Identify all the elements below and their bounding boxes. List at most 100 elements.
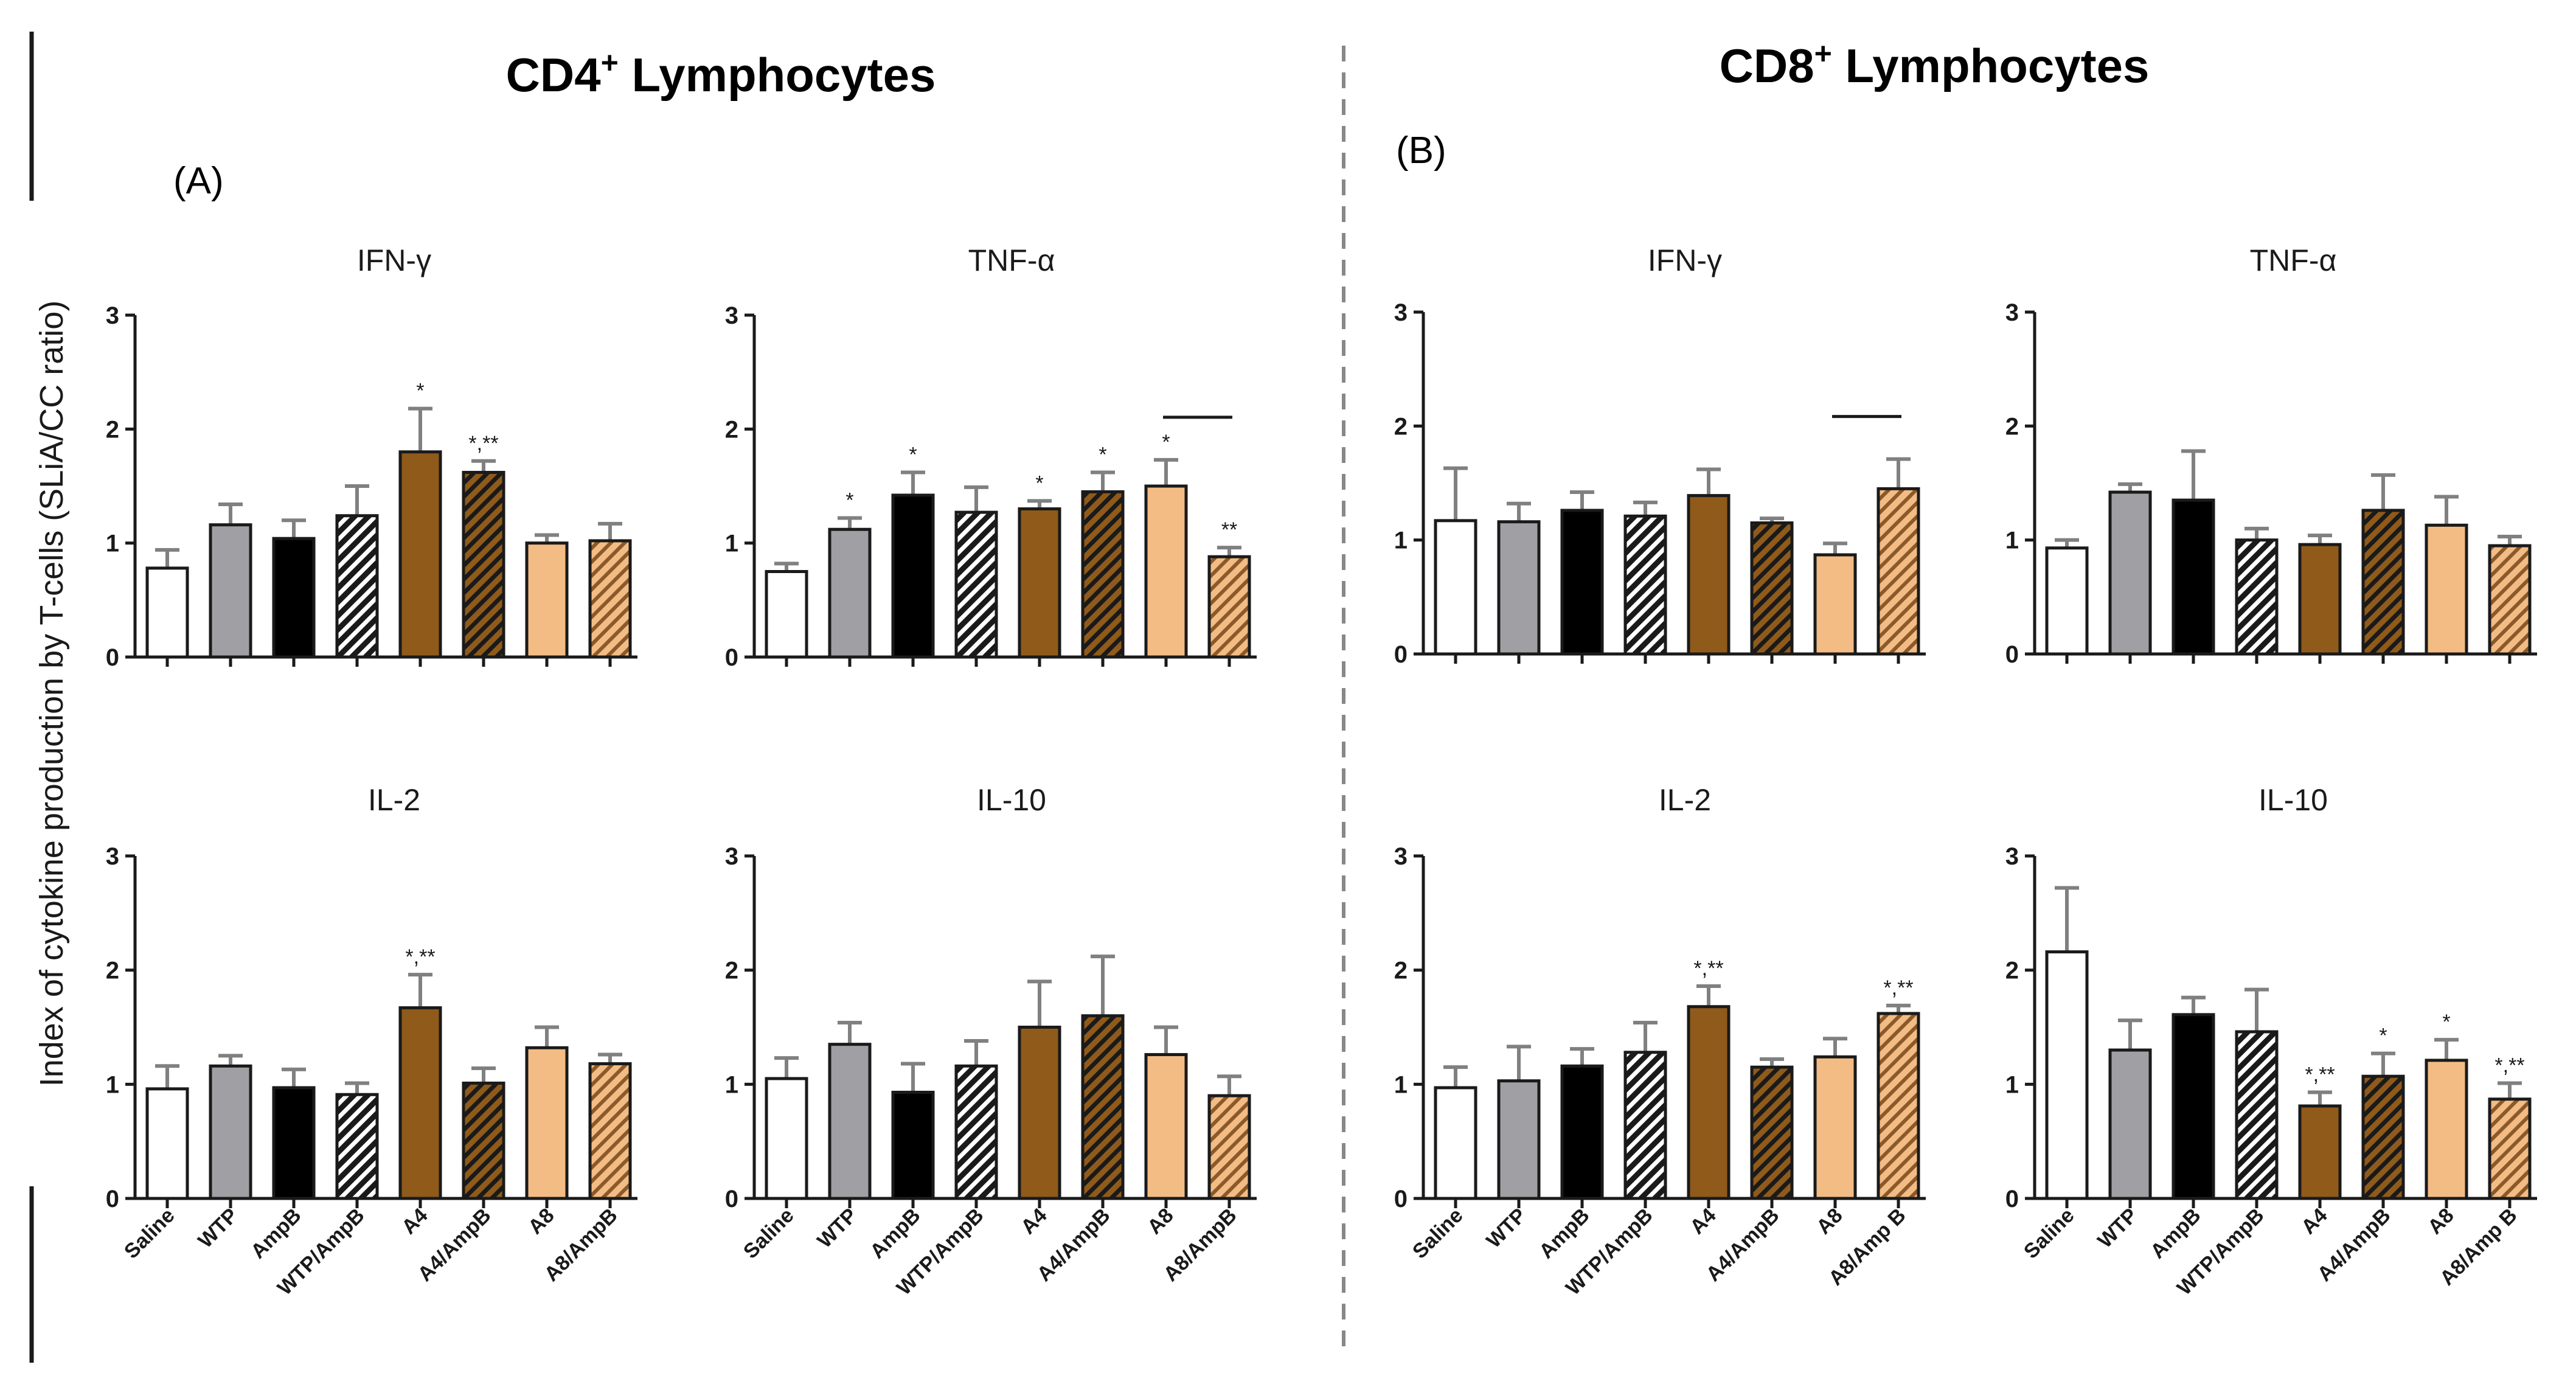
bar xyxy=(1623,1051,1667,1200)
bar xyxy=(209,523,252,659)
bar xyxy=(828,1043,872,1200)
charts-layer: IFN-γ0123**,**TNF-α0123*******IL-20123Sa… xyxy=(106,243,2537,1300)
bar xyxy=(462,1081,505,1200)
category-label: Saline xyxy=(1408,1204,1468,1264)
y-tick-label: 1 xyxy=(2005,527,2019,554)
bar xyxy=(1687,494,1731,656)
bar xyxy=(398,1006,442,1200)
category-label: AmpB xyxy=(246,1204,306,1264)
section-title-cd4-suffix: Lymphocytes xyxy=(619,48,936,102)
y-tick-label: 2 xyxy=(1394,958,1408,984)
category-label: Saline xyxy=(739,1204,799,1264)
bar xyxy=(1144,484,1188,659)
panel-label-a: (A) xyxy=(173,160,224,202)
panel-label-b: (B) xyxy=(1396,130,1446,172)
y-tick-label: 1 xyxy=(2005,1071,2019,1098)
bar xyxy=(891,493,935,659)
bar xyxy=(2361,1074,2405,1200)
bar xyxy=(2425,1059,2468,1200)
significance-label: *,** xyxy=(2494,1054,2524,1077)
chart-title: IL-10 xyxy=(2258,783,2328,817)
bar xyxy=(1497,1079,1541,1200)
bar xyxy=(272,537,316,659)
y-tick-label: 3 xyxy=(1394,299,1408,326)
y-tick-label: 0 xyxy=(106,644,119,671)
bar xyxy=(1560,1064,1604,1200)
category-label: A4 xyxy=(2297,1204,2332,1239)
category-label: WTP xyxy=(813,1204,861,1253)
category-label: A8 xyxy=(1143,1204,1178,1239)
bar xyxy=(954,1064,998,1200)
bar xyxy=(2298,543,2342,656)
bar xyxy=(891,1090,935,1200)
bar xyxy=(765,570,808,659)
bar xyxy=(2235,538,2279,656)
bar xyxy=(1081,490,1125,659)
bar xyxy=(2425,523,2468,656)
bar xyxy=(954,510,998,659)
significance-label: *,** xyxy=(2305,1063,2335,1086)
y-tick-label: 1 xyxy=(106,530,119,557)
bar xyxy=(525,541,569,659)
y-tick-label: 0 xyxy=(1394,1186,1408,1212)
bar xyxy=(335,514,379,659)
significance-label: * xyxy=(909,443,917,467)
bar xyxy=(2298,1104,2342,1200)
significance-label: *,** xyxy=(1883,976,1913,1000)
bar xyxy=(2045,546,2089,656)
bar xyxy=(1434,519,1477,656)
significance-label: *,** xyxy=(468,432,498,455)
bar xyxy=(1750,1065,1794,1200)
bar xyxy=(2108,490,2152,656)
chart-panel: IFN-γ 0 1 2 3 * *,** xyxy=(106,243,637,671)
bar xyxy=(1018,507,1061,659)
significance-label: * xyxy=(2442,1010,2450,1034)
y-tick-label: 3 xyxy=(2005,299,2019,326)
bar xyxy=(1560,509,1604,656)
bar xyxy=(828,527,872,659)
y-tick-label: 1 xyxy=(1394,1071,1408,1098)
category-label: A4 xyxy=(1686,1204,1721,1239)
bar xyxy=(145,566,189,659)
section-title-cd4: CD4+ Lymphocytes xyxy=(506,46,936,102)
bar xyxy=(1434,1086,1477,1200)
y-axis-label: Index of cytokine production by T-cells … xyxy=(33,301,70,1087)
y-tick-label: 2 xyxy=(2005,413,2019,440)
chart-title: IL-2 xyxy=(1659,783,1711,817)
category-label: A4 xyxy=(1016,1204,1052,1239)
category-label: Saline xyxy=(120,1204,179,1264)
category-label: Saline xyxy=(2019,1204,2079,1264)
y-tick-label: 0 xyxy=(725,644,738,671)
category-label: WTP xyxy=(2093,1204,2142,1253)
bar xyxy=(335,1093,379,1200)
y-tick-label: 3 xyxy=(106,302,119,329)
bar xyxy=(398,450,442,659)
y-tick-label: 3 xyxy=(1394,843,1408,870)
chart-title: IFN-γ xyxy=(357,243,431,277)
bar xyxy=(1018,1026,1061,1200)
y-tick-label: 2 xyxy=(1394,413,1408,440)
bar xyxy=(2361,509,2405,656)
bar xyxy=(2488,544,2532,656)
category-label: AmpB xyxy=(1535,1204,1594,1264)
chart-title: TNF-α xyxy=(968,243,1055,277)
y-tick-label: 2 xyxy=(725,958,738,984)
significance-label: *,** xyxy=(1693,957,1723,980)
category-label: A8 xyxy=(524,1204,559,1239)
bar xyxy=(1876,1012,1920,1200)
chart-title: IL-2 xyxy=(368,783,420,817)
bar xyxy=(462,471,505,659)
category-label: WTP xyxy=(1482,1204,1530,1253)
significance-label: * xyxy=(845,489,853,512)
bar xyxy=(1623,514,1667,656)
bar xyxy=(2108,1048,2152,1200)
significance-label: * xyxy=(1099,443,1106,467)
bar xyxy=(2235,1030,2279,1200)
y-tick-label: 1 xyxy=(106,1071,119,1098)
y-tick-label: 3 xyxy=(106,843,119,870)
chart-panel: IFN-γ 0 1 2 3 xyxy=(1394,243,1926,668)
bar xyxy=(588,539,632,659)
